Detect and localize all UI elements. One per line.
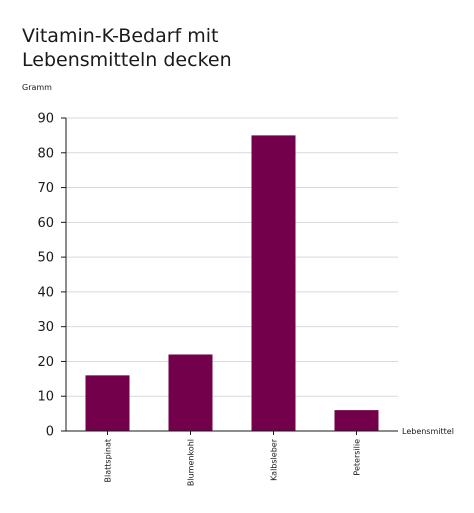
y-tick-label: 40 (37, 285, 54, 300)
y-axis-label: Gramm (22, 83, 52, 92)
x-tick-label: Petersilie (353, 439, 362, 476)
bar-petersilie (334, 410, 379, 431)
bar-blattspinat (85, 375, 130, 431)
x-tick-label: Blattspinat (104, 439, 113, 482)
grid-lines (66, 117, 398, 397)
y-tick-label: 10 (37, 390, 54, 405)
x-tick-label: Kalbsleber (270, 438, 279, 481)
y-tick-label: 50 (37, 251, 54, 266)
chart-title-line-2: Lebensmitteln decken (22, 49, 232, 71)
x-tick-label: Blumenkohl (187, 439, 196, 486)
y-tick-label: 30 (37, 320, 54, 335)
y-tick-label: 70 (37, 181, 54, 196)
chart-title-line-1: Vitamin-K-Bedarf mit (22, 25, 219, 47)
chart-title: Vitamin-K-Bedarf mit Lebensmitteln decke… (22, 24, 442, 72)
bars (85, 135, 379, 431)
bar-blumenkohl (168, 354, 213, 431)
x-axis-ticks: Blattspinat Blumenkohl Kalbsleber Petersili… (104, 431, 362, 486)
y-tick-label: 20 (37, 355, 54, 370)
y-tick-label: 60 (37, 216, 54, 231)
y-tick-label: 80 (37, 146, 54, 161)
bar-kalbsleber (251, 135, 296, 431)
y-tick-label: 90 (37, 112, 54, 127)
y-axis-ticks: 0 10 20 30 40 50 60 70 80 90 (37, 112, 66, 440)
y-tick-label: 0 (46, 425, 54, 440)
x-axis-label: Lebensmittel (402, 427, 454, 436)
